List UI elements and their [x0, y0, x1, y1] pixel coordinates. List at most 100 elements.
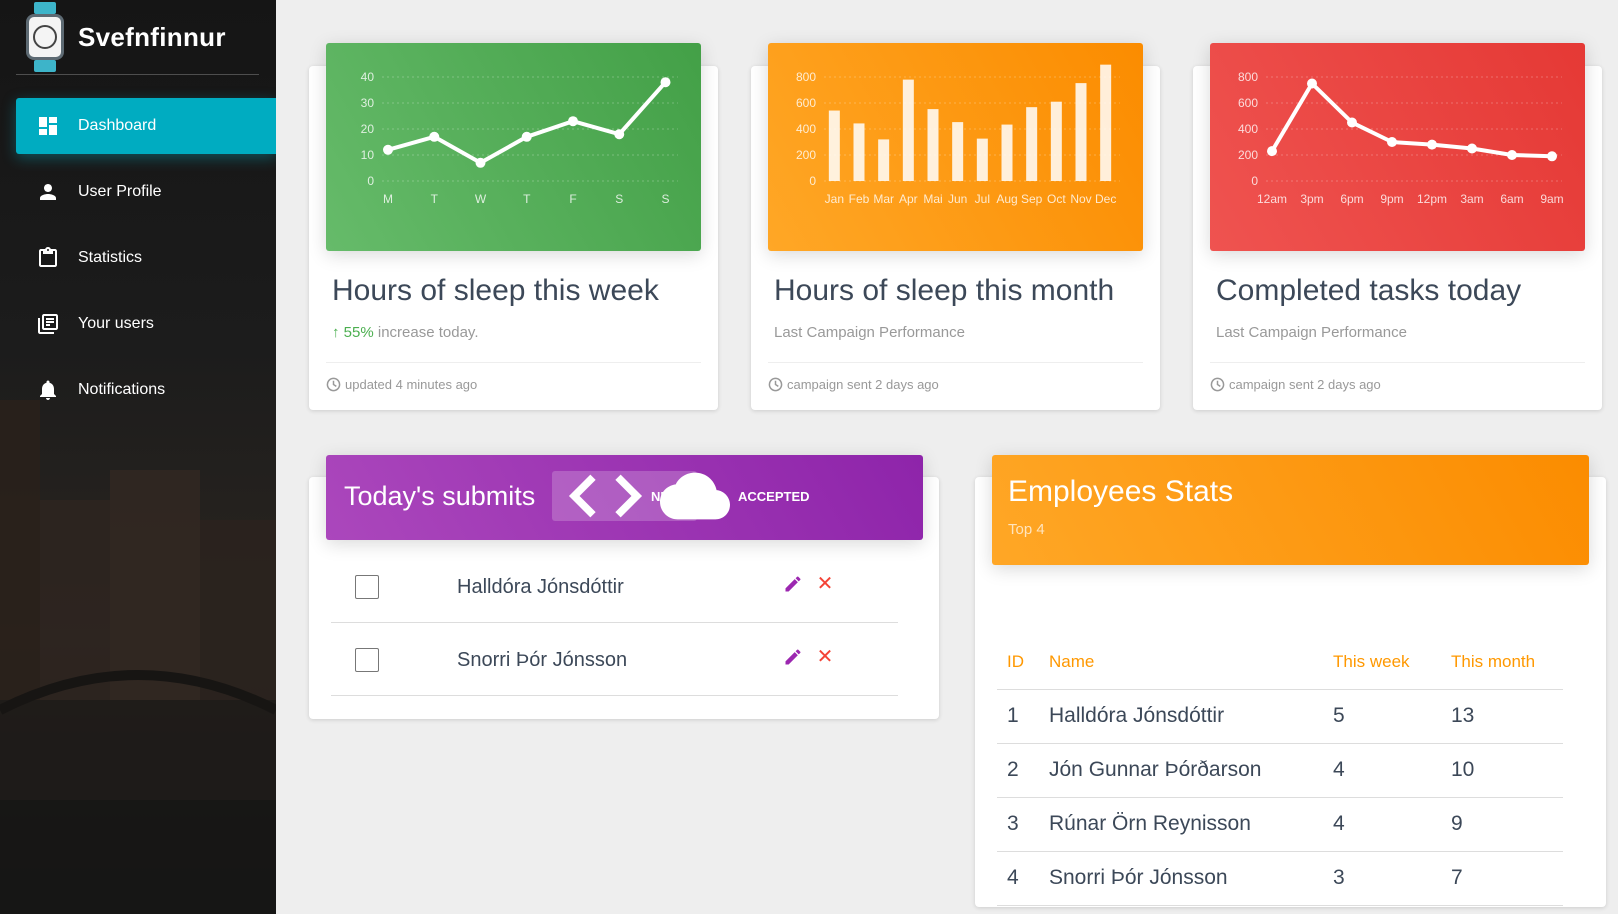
close-icon[interactable]: ✕: [816, 646, 834, 668]
x-tick-label: T: [431, 192, 439, 206]
y-tick-label: 400: [796, 122, 816, 136]
sidebar-item-user-profile[interactable]: User Profile: [16, 164, 276, 220]
tasks-title: Today's submits: [344, 481, 536, 511]
sidebar-item-statistics[interactable]: Statistics: [16, 230, 276, 286]
x-tick-label: Apr: [899, 192, 918, 206]
sidebar: Svefnfinnur Dashboard User Profile Stati…: [0, 0, 276, 914]
task-text: Snorri Þór Jónsson: [457, 648, 628, 671]
x-tick-label: Mar: [873, 192, 894, 206]
y-tick-label: 200: [796, 148, 816, 162]
card-footer: updated 4 minutes ago: [326, 362, 701, 392]
cell-month: 13: [1441, 689, 1563, 744]
data-point: [475, 157, 486, 168]
data-point: [1307, 78, 1317, 89]
x-tick-label: Sep: [1021, 192, 1043, 206]
sidebar-item-label: Notifications: [78, 381, 166, 398]
edit-icon[interactable]: [783, 574, 803, 594]
cell-id: 2: [997, 743, 1039, 798]
sidebar-item-dashboard[interactable]: Dashboard: [16, 98, 276, 154]
x-tick-label: 12pm: [1417, 192, 1447, 206]
task-text: Halldóra Jónsdóttir: [457, 575, 624, 598]
bar: [952, 122, 964, 181]
clock-icon: [326, 377, 341, 392]
footer-text: campaign sent 2 days ago: [787, 377, 939, 392]
table-row: 2 Jón Gunnar Þórðarson 4 10: [997, 743, 1563, 798]
series-line: [1270, 81, 1553, 159]
y-tick-label: 0: [1251, 174, 1258, 188]
bar: [828, 110, 840, 181]
bar: [878, 139, 890, 181]
x-tick-label: Nov: [1070, 192, 1091, 206]
table-row: 3 Rúnar Örn Reynisson 4 9: [997, 797, 1563, 852]
sidebar-nav: Dashboard User Profile Statistics Your u…: [16, 98, 276, 428]
data-point: [1387, 137, 1397, 147]
sidebar-item-label: Your users: [78, 315, 154, 332]
clipboard-icon: [36, 246, 60, 270]
task-checkbox[interactable]: [355, 648, 379, 672]
chart-completed-tasks: 0 200 400 600 800 12am 3pm 6pm 9pm 12pm 3am 6am 9am: [1210, 43, 1585, 251]
sidebar-item-label: Statistics: [78, 249, 143, 266]
x-tick-label: Feb: [849, 192, 870, 206]
x-tick-label: F: [569, 192, 576, 206]
cell-name: Halldóra Jónsdóttir: [1039, 689, 1323, 744]
cell-name: Jón Gunnar Þórðarson: [1039, 743, 1323, 798]
cell-week: 5: [1323, 689, 1441, 744]
y-tick-label: 600: [796, 96, 816, 110]
bar: [853, 123, 865, 181]
x-tick-label: Jul: [975, 192, 990, 206]
cell-name: Rúnar Örn Reynisson: [1039, 797, 1323, 852]
sidebar-item-your-users[interactable]: Your users: [16, 296, 276, 352]
employees-subtitle: Top 4: [1008, 521, 1045, 538]
bar: [902, 79, 914, 181]
chart-sleep-week: 0 10 20 30 40 M T W T F S S: [326, 43, 701, 251]
code-icon: [568, 474, 643, 518]
sidebar-divider: [16, 74, 259, 75]
employees-header: Employees Stats Top 4: [992, 455, 1589, 565]
employees-title: Employees Stats: [1008, 475, 1234, 508]
x-tick-label: S: [615, 192, 623, 206]
sidebar-item-notifications[interactable]: Notifications: [16, 362, 276, 418]
bar: [1050, 101, 1062, 181]
card-footer: campaign sent 2 days ago: [1210, 362, 1585, 392]
watch-logo-icon: [24, 2, 66, 72]
task-checkbox[interactable]: [355, 575, 379, 599]
bar: [1075, 83, 1087, 181]
card-title: Hours of sleep this month: [774, 274, 1115, 307]
card-category: ↑ 55% increase today.: [332, 324, 478, 341]
app-logo[interactable]: Svefnfinnur: [24, 0, 226, 74]
x-tick-label: 3am: [1460, 192, 1483, 206]
bar-chart-month: 0 200 400 600 800 Jan Feb Mar Apr Mai Jun Jul Aug Sep…: [796, 64, 1120, 206]
data-point: [1267, 146, 1277, 157]
x-tick-label: Jan: [825, 192, 844, 206]
card-category: Last Campaign Performance: [774, 324, 965, 341]
sidebar-item-label: Dashboard: [78, 117, 157, 134]
increase-text: increase today.: [373, 324, 479, 341]
column-header-name: Name: [1039, 635, 1323, 690]
table-row: 4 Snorri Þór Jónsson 3 7: [997, 851, 1563, 906]
x-tick-label: M: [383, 192, 393, 206]
cell-week: 4: [1323, 797, 1441, 852]
data-point: [521, 131, 532, 142]
clock-icon: [768, 377, 783, 392]
data-point: [1427, 139, 1437, 150]
cell-week: 3: [1323, 851, 1441, 906]
x-tick-label: Aug: [996, 192, 1017, 206]
card-category: Last Campaign Performance: [1216, 324, 1407, 341]
y-tick-label: 200: [1238, 148, 1258, 162]
task-row: Halldóra Jónsdóttir ✕: [331, 552, 898, 623]
column-header-week: This week: [1323, 635, 1441, 690]
cell-id: 3: [997, 797, 1039, 852]
card-footer: campaign sent 2 days ago: [768, 362, 1143, 392]
bar: [1001, 124, 1013, 181]
tasks-header: Today's submits NEW ACCEPTED: [326, 455, 923, 540]
tab-accepted[interactable]: ACCEPTED: [644, 471, 826, 521]
bar: [1100, 64, 1112, 181]
increase-value: 55%: [343, 324, 374, 341]
close-icon[interactable]: ✕: [816, 573, 834, 595]
x-tick-label: 9am: [1540, 192, 1563, 206]
clock-icon: [1210, 377, 1225, 392]
y-tick-label: 800: [796, 70, 816, 84]
sidebar-item-label: User Profile: [78, 183, 162, 200]
y-tick-label: 30: [361, 96, 375, 110]
edit-icon[interactable]: [783, 647, 803, 667]
